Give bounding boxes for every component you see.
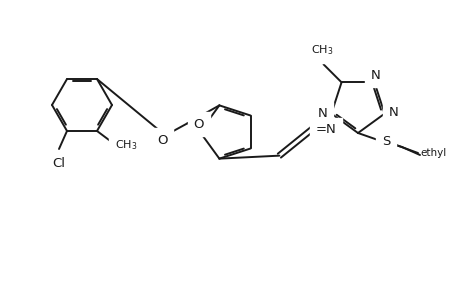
Text: Cl: Cl bbox=[52, 157, 65, 170]
Text: S: S bbox=[381, 134, 390, 148]
Text: O: O bbox=[157, 134, 167, 147]
Text: CH$_3$: CH$_3$ bbox=[311, 44, 333, 57]
Text: O: O bbox=[193, 118, 204, 130]
Text: N: N bbox=[370, 69, 380, 82]
Text: N: N bbox=[317, 107, 326, 120]
Text: =N: =N bbox=[315, 123, 336, 136]
Text: CH$_3$: CH$_3$ bbox=[115, 138, 137, 152]
Text: N: N bbox=[388, 106, 397, 119]
Text: ethyl: ethyl bbox=[419, 148, 445, 158]
